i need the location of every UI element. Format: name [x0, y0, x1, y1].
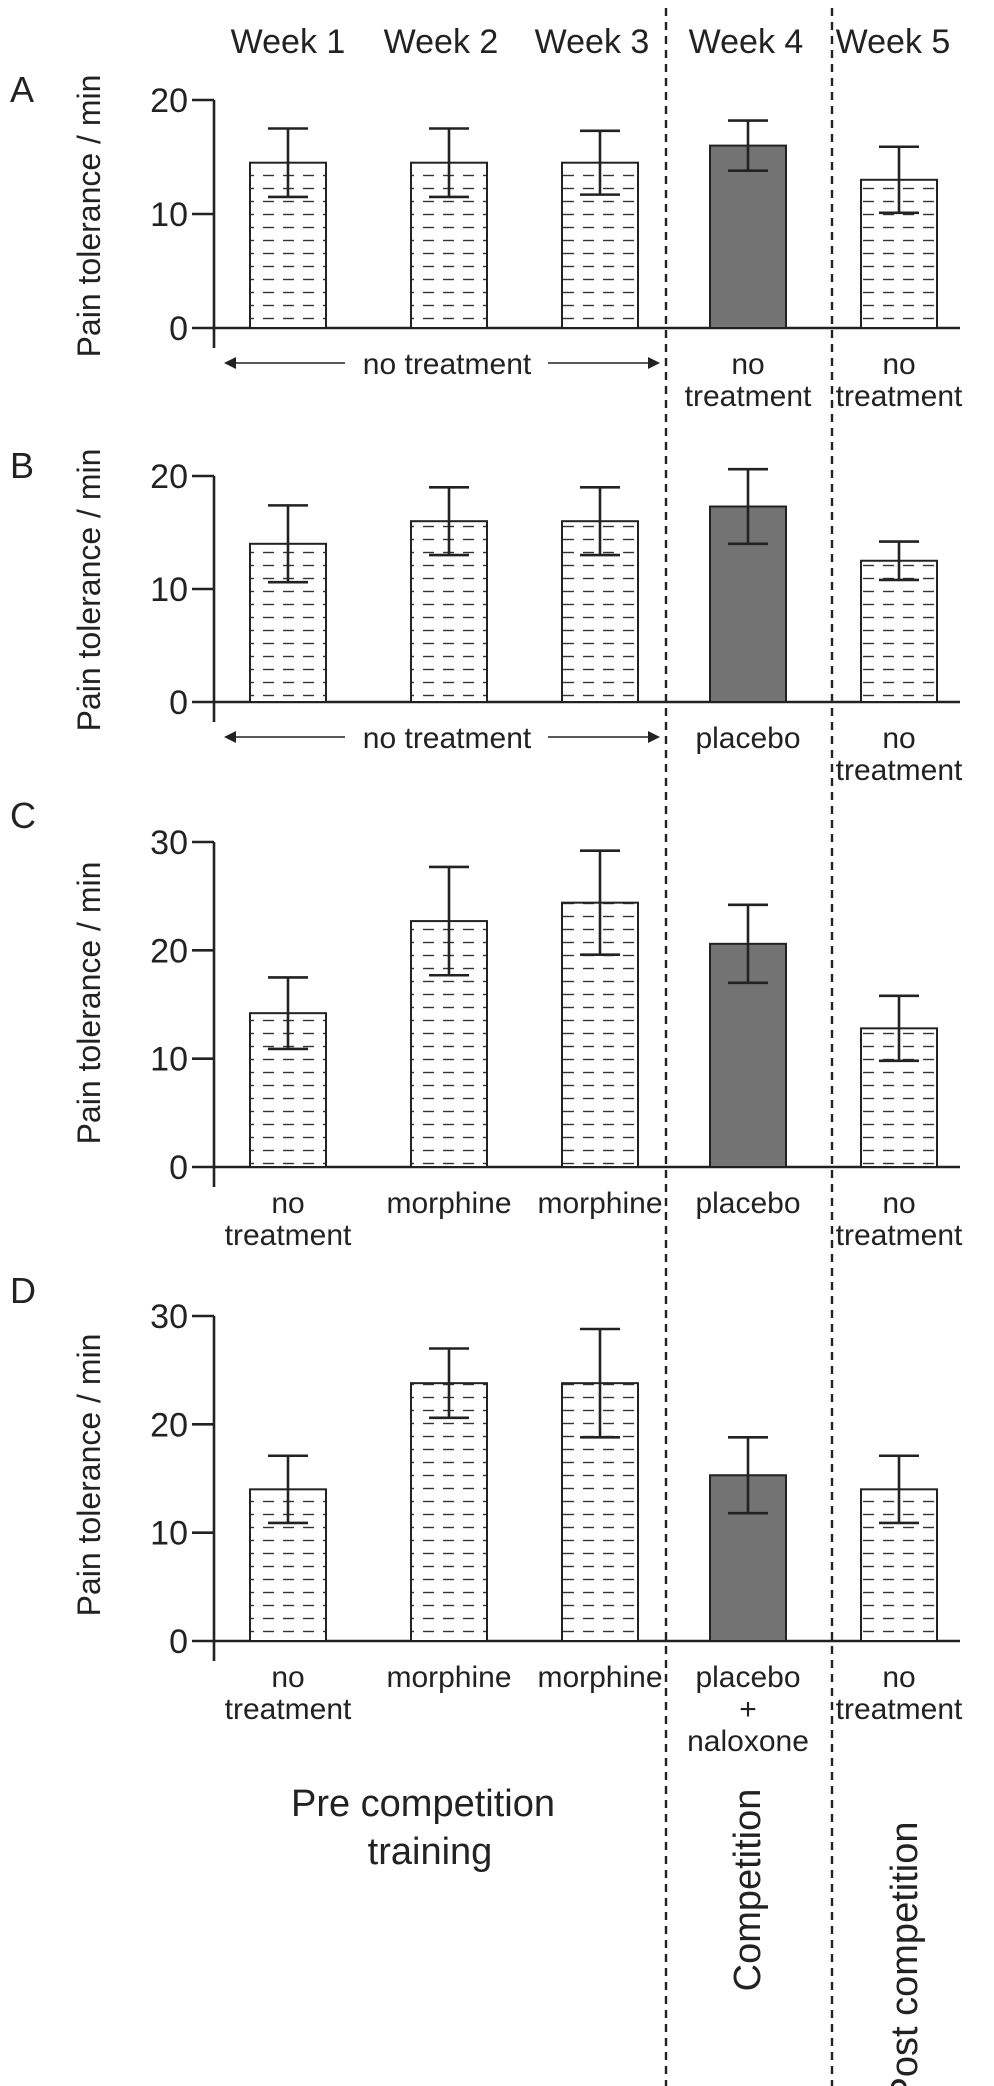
week-label-3: Week 3	[535, 23, 650, 61]
y-axis-label: Pain tolerance / min	[71, 449, 107, 732]
treatment-label: morphine	[386, 1661, 511, 1694]
treatment-label: no	[882, 348, 915, 381]
y-tick-label: 10	[150, 1515, 188, 1553]
week-label-1: Week 1	[231, 23, 346, 61]
y-tick-label: 10	[150, 196, 188, 234]
bar-week-2	[410, 161, 488, 329]
arrow-head-left	[224, 357, 236, 369]
phase-labels: Pre competition training Competition Pos…	[291, 1783, 926, 2086]
week-label-5: Week 5	[836, 23, 951, 61]
week-labels: Week 1 Week 2 Week 3 Week 4 Week 5	[231, 23, 951, 61]
y-tick-label: 0	[169, 684, 188, 722]
panel-b: B Pain tolerance / min 0 10 20 no treatment pl…	[10, 445, 963, 787]
treatment-label: treatment	[836, 1219, 963, 1252]
treatment-label: treatment	[836, 380, 963, 413]
panel-letter: C	[10, 795, 36, 836]
treatment-label: naloxone	[687, 1725, 809, 1758]
panel-letter: D	[10, 1270, 36, 1311]
y-tick-label: 0	[169, 1623, 188, 1661]
y-tick-label: 20	[150, 932, 188, 970]
week-label-2: Week 2	[384, 23, 499, 61]
treatment-label: treatment	[685, 380, 812, 413]
y-tick-label: 0	[169, 1149, 188, 1187]
panel-letter: A	[10, 69, 34, 110]
arrow-head-right	[648, 357, 660, 369]
treatment-label: treatment	[836, 754, 963, 787]
treatment-label: treatment	[225, 1219, 352, 1252]
treatment-label: treatment	[836, 1693, 963, 1726]
treatment-label-weeks-1-3: no treatment	[363, 722, 532, 755]
treatment-label: placebo	[695, 1187, 800, 1220]
y-tick-label: 10	[150, 1041, 188, 1079]
bar-week-4	[709, 144, 787, 329]
treatment-label: treatment	[225, 1693, 352, 1726]
treatment-label: morphine	[386, 1187, 511, 1220]
y-tick-label: 0	[169, 310, 188, 348]
week-label-4: Week 4	[689, 23, 804, 61]
treatment-label: morphine	[537, 1187, 662, 1220]
y-axis-label: Pain tolerance / min	[71, 862, 107, 1145]
treatment-label: no	[882, 1661, 915, 1694]
y-tick-label: 30	[150, 824, 188, 862]
treatment-label: morphine	[537, 1661, 662, 1694]
treatment-label: placebo	[695, 722, 800, 755]
treatment-label: no	[882, 722, 915, 755]
phase-label-pre-line2: training	[368, 1831, 493, 1873]
y-axis-label: Pain tolerance / min	[71, 75, 107, 358]
phase-dividers	[664, 8, 834, 2086]
treatment-label: no	[271, 1661, 304, 1694]
phase-label-post-competition: Post competition	[884, 1822, 926, 2086]
treatment-label: no	[882, 1187, 915, 1220]
y-tick-label: 20	[150, 1406, 188, 1444]
treatment-label: no	[271, 1187, 304, 1220]
arrow-head-left	[224, 731, 236, 743]
treatment-label-weeks-1-3: no treatment	[363, 348, 532, 381]
y-tick-label: 20	[150, 458, 188, 496]
bar-week-2	[410, 1382, 488, 1642]
panel-letter: B	[10, 445, 34, 486]
arrow-head-right	[648, 731, 660, 743]
bar-week-5	[860, 559, 938, 703]
treatment-label: no	[731, 348, 764, 381]
phase-label-competition: Competition	[727, 1789, 769, 1992]
y-axis-label: Pain tolerance / min	[71, 1334, 107, 1617]
phase-label-pre-line1: Pre competition	[291, 1783, 555, 1825]
y-tick-label: 30	[150, 1298, 188, 1336]
y-tick-label: 20	[150, 82, 188, 120]
treatment-label: placebo	[695, 1661, 800, 1694]
y-tick-label: 10	[150, 571, 188, 609]
treatment-label: +	[739, 1693, 757, 1726]
